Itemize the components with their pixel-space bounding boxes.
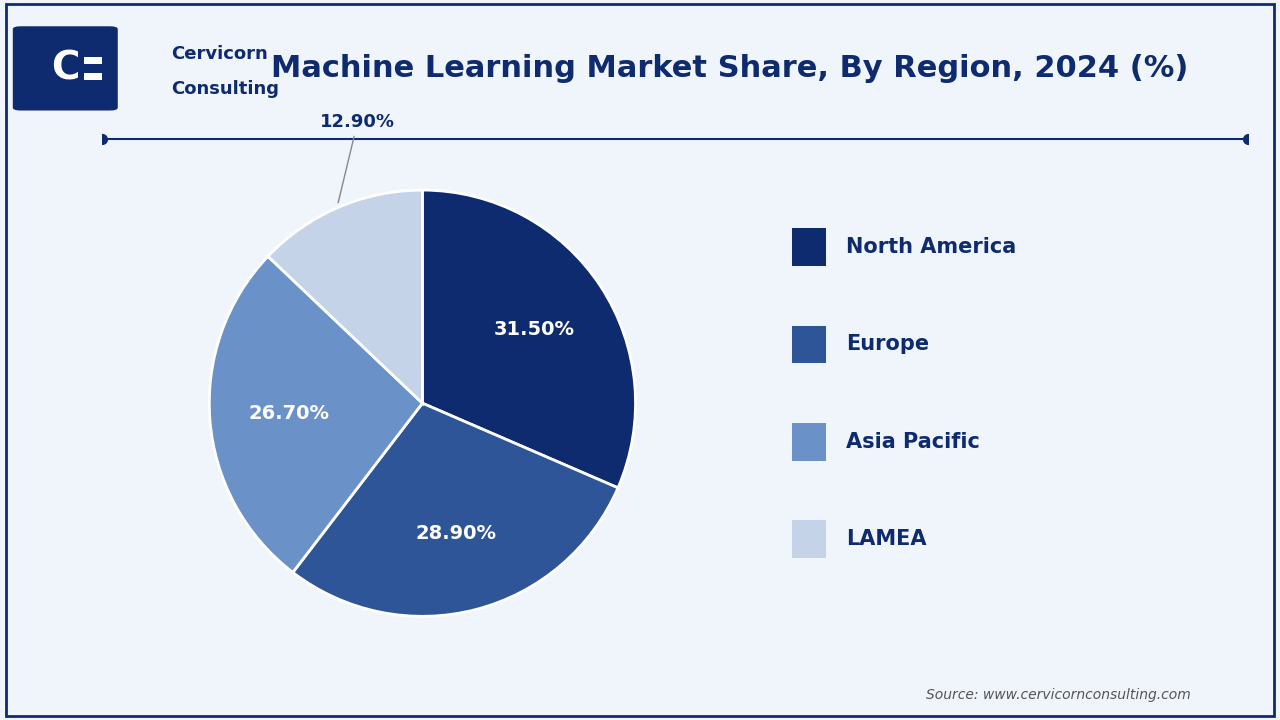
Wedge shape [210,256,422,572]
Text: 31.50%: 31.50% [494,320,575,339]
Text: Asia Pacific: Asia Pacific [846,432,979,451]
Wedge shape [422,190,635,488]
Text: C: C [51,50,79,87]
Text: LAMEA: LAMEA [846,529,927,549]
Text: North America: North America [846,237,1016,257]
Wedge shape [268,190,422,403]
Bar [792,228,827,266]
Bar [84,57,102,64]
Bar [792,423,827,461]
Text: Cervicorn: Cervicorn [172,45,269,63]
Text: Consulting: Consulting [172,80,279,98]
FancyBboxPatch shape [13,26,118,111]
Bar [792,325,827,363]
Text: 12.90%: 12.90% [320,113,396,203]
Bar [792,521,827,558]
Text: Machine Learning Market Share, By Region, 2024 (%): Machine Learning Market Share, By Region… [271,54,1188,83]
Text: Europe: Europe [846,335,929,354]
Text: 26.70%: 26.70% [248,404,329,423]
Bar [84,73,102,80]
Text: 28.90%: 28.90% [416,523,497,543]
Text: Source: www.cervicornconsulting.com: Source: www.cervicornconsulting.com [925,688,1190,702]
Wedge shape [293,403,618,616]
